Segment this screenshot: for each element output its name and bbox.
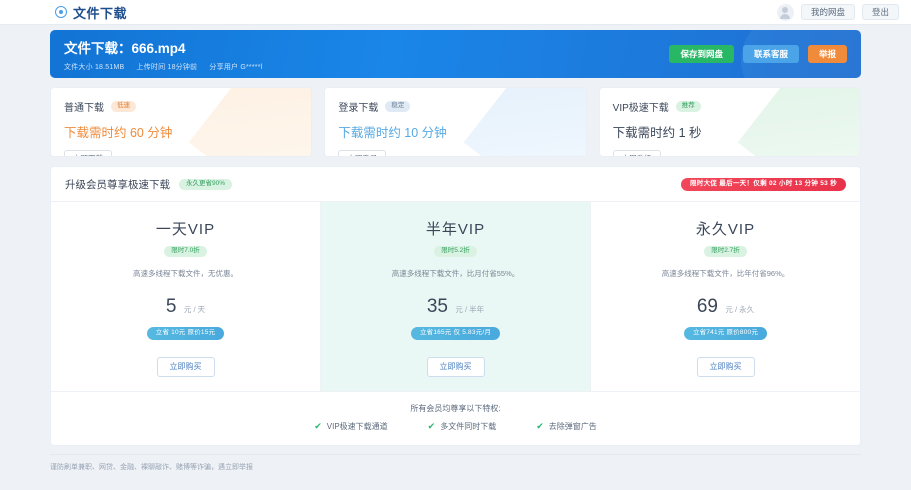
option-name: VIP极速下载 — [612, 103, 669, 114]
option-name: 登录下载 — [338, 103, 379, 114]
contact-support-button[interactable]: 联系客服 — [742, 44, 799, 64]
plan-price-number: 35 — [426, 296, 448, 317]
check-icon: ✔ — [314, 420, 322, 431]
file-size: 文件大小 18.51MB — [64, 63, 125, 71]
plan-card-lifetime[interactable]: 永久VIP 限时2.7折 高速多线程下载文件，比年付省96%。 69 元 / 永… — [591, 202, 860, 391]
plan-price-unit: 元 / 半年 — [455, 305, 485, 314]
upgrade-now-button[interactable]: 立即升级 — [612, 150, 661, 156]
login-now-button[interactable]: 立即登录 — [338, 150, 387, 156]
user-avatar-icon — [776, 3, 794, 21]
option-time: 下载需时约 60 分钟 — [64, 126, 173, 140]
plan-discount-badge: 限时5.2折 — [434, 246, 477, 257]
plan-price-number: 5 — [165, 296, 177, 317]
download-options: 普通下载 低速 下载需时约 60 分钟 立即下载 登录下载 稳定 下载需时约 1… — [50, 87, 861, 157]
privileges-list: ✔ VIP极速下载通道 ✔ 多文件同时下载 ✔ 去除弹窗广告 — [51, 421, 860, 432]
plan-price: 5 元 / 天 — [61, 296, 310, 318]
plan-name: 一天VIP — [155, 221, 216, 238]
plan-price-number: 69 — [696, 296, 718, 317]
plan-description: 高速多线程下载文件，无优惠。 — [133, 269, 238, 278]
top-bar-actions: 我的网盘 登出 — [776, 3, 899, 21]
vip-header: 升级会员尊享极速下载 永久更省90% 限时大促 最后一天！仅剩 02 小时 13… — [51, 177, 860, 202]
option-time: 下载需时约 10 分钟 — [338, 126, 447, 140]
privilege-label: VIP极速下载通道 — [326, 421, 388, 431]
download-now-button[interactable]: 立即下载 — [64, 150, 112, 156]
privilege-item: ✔ 去除弹窗广告 — [536, 421, 597, 432]
privileges-title: 所有会员均尊享以下特权: — [410, 403, 501, 413]
vip-panel: 升级会员尊享极速下载 永久更省90% 限时大促 最后一天！仅剩 02 小时 13… — [50, 166, 861, 446]
privilege-label: 多文件同时下载 — [440, 421, 497, 431]
plan-name: 半年VIP — [425, 221, 486, 238]
check-icon: ✔ — [427, 420, 436, 431]
privilege-label: 去除弹窗广告 — [548, 421, 597, 431]
logout-button[interactable]: 登出 — [861, 3, 899, 21]
plan-discount-badge: 限时2.7折 — [704, 246, 747, 257]
privilege-item: ✔ VIP极速下载通道 — [314, 421, 387, 432]
promo-countdown-badge: 限时大促 最后一天！仅剩 02 小时 13 分钟 53 秒 — [680, 178, 846, 191]
buy-now-button[interactable]: 立即购买 — [696, 356, 755, 377]
option-badge: 低速 — [111, 101, 136, 112]
check-icon: ✔ — [536, 420, 544, 431]
plan-save-badge: 立省165元 仅 5.83元/月 — [410, 327, 501, 340]
file-meta: 文件大小 18.51MB 上传时间 18分钟前 分享用户 G*****l — [64, 62, 272, 72]
pricing-plans: 一天VIP 限时7.0折 高速多线程下载文件，无优惠。 5 元 / 天 立省 1… — [51, 202, 860, 391]
share-user: 分享用户 G*****l — [209, 63, 263, 71]
plan-save-badge: 立省741元 原价800元 — [683, 327, 768, 340]
privilege-item: ✔ 多文件同时下载 — [428, 421, 497, 432]
report-button[interactable]: 举报 — [807, 44, 847, 64]
globe-icon — [55, 6, 67, 18]
option-card-login[interactable]: 登录下载 稳定 下载需时约 10 分钟 立即登录 — [324, 87, 587, 157]
file-info: 文件下载：666.mp4 文件大小 18.51MB 上传时间 18分钟前 分享用… — [64, 37, 272, 72]
file-title: 文件下载：666.mp4 — [64, 40, 186, 56]
footer-notice: 谨防刷单兼职、网贷、金融、裸聊敲诈、赌博等诈骗，遇立即举报 — [50, 453, 861, 472]
plan-discount-badge: 限时7.0折 — [164, 246, 207, 257]
brand: 文件下载 — [55, 3, 127, 22]
plan-card-halfyear[interactable]: 半年VIP 限时5.2折 高速多线程下载文件，比月付省55%。 35 元 / 半… — [321, 202, 591, 391]
plan-price-unit: 元 / 天 — [183, 305, 206, 314]
plan-price-unit: 元 / 永久 — [725, 305, 755, 314]
my-drive-button[interactable]: 我的网盘 — [800, 3, 855, 21]
option-header: VIP极速下载 推荐 — [613, 99, 847, 114]
option-card-normal[interactable]: 普通下载 低速 下载需时约 60 分钟 立即下载 — [50, 87, 313, 157]
option-badge: 稳定 — [385, 101, 411, 112]
upload-time: 上传时间 18分钟前 — [136, 63, 198, 71]
option-header: 普通下载 低速 — [64, 99, 298, 114]
banner-actions: 保存到网盘 联系客服 举报 — [669, 44, 847, 64]
option-card-vip[interactable]: VIP极速下载 推荐 下载需时约 1 秒 立即升级 — [598, 87, 861, 157]
vip-heading: 升级会员尊享极速下载 — [65, 179, 170, 191]
plan-description: 高速多线程下载文件，比年付省96%。 — [661, 269, 790, 278]
file-banner: 文件下载：666.mp4 文件大小 18.51MB 上传时间 18分钟前 分享用… — [50, 30, 861, 78]
buy-now-button[interactable]: 立即购买 — [426, 356, 485, 377]
plan-price: 69 元 / 永久 — [601, 296, 850, 318]
option-time: 下载需时约 1 秒 — [612, 126, 702, 140]
buy-now-button[interactable]: 立即购买 — [156, 356, 215, 377]
option-header: 登录下载 稳定 — [338, 99, 572, 114]
vip-heading-badge: 永久更省90% — [179, 179, 233, 190]
plan-price: 35 元 / 半年 — [331, 296, 580, 318]
page-title: 文件下载 — [73, 5, 128, 21]
plan-card-day[interactable]: 一天VIP 限时7.0折 高速多线程下载文件，无优惠。 5 元 / 天 立省 1… — [51, 202, 321, 391]
top-bar: 文件下载 我的网盘 登出 — [0, 0, 911, 25]
option-badge: 推荐 — [675, 101, 701, 112]
plan-name: 永久VIP — [695, 221, 756, 238]
option-name: 普通下载 — [64, 103, 104, 114]
plan-description: 高速多线程下载文件，比月付省55%。 — [391, 269, 520, 278]
plan-save-badge: 立省 10元 原价15元 — [146, 327, 225, 340]
privileges-section: 所有会员均尊享以下特权: ✔ VIP极速下载通道 ✔ 多文件同时下载 ✔ 去除弹… — [51, 390, 860, 445]
save-to-drive-button[interactable]: 保存到网盘 — [669, 44, 734, 64]
